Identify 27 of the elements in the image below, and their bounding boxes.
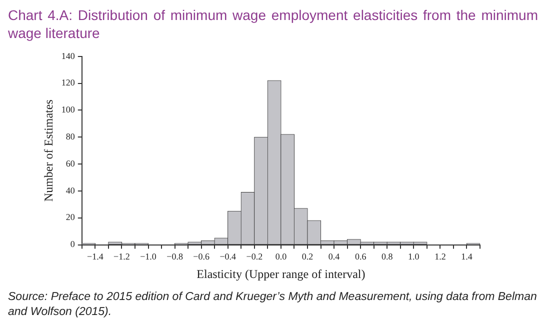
source-note: Source: Preface to 2015 edition of Card and Krueger’s Myth and Measurement, using data from Belman and Wolfson (2015).	[8, 290, 538, 320]
y-tick-label: 140	[61, 50, 76, 61]
y-tick-label: 120	[61, 78, 76, 88]
x-tick-label: −0.6	[193, 252, 210, 262]
x-tick-label: 0.0	[275, 252, 288, 262]
x-tick-label: −1.4	[87, 252, 104, 262]
x-tick-label: −0.2	[246, 252, 263, 262]
x-tick-label: −0.4	[220, 252, 237, 262]
x-tick-label: 0.4	[328, 252, 340, 262]
y-tick-label: 60	[66, 158, 76, 168]
x-tick-label: 1.2	[434, 252, 446, 262]
x-tick-label: −1.0	[140, 252, 157, 262]
y-tick-label: 0	[70, 239, 76, 250]
y-tick-label: 40	[66, 185, 76, 196]
y-tick-label: 20	[66, 212, 76, 222]
x-tick-label: −0.8	[166, 252, 184, 262]
x-tick-label: 0.2	[302, 252, 314, 262]
x-tick-label: 1.4	[461, 252, 473, 262]
chart-title: Chart 4.A: Distribution of minimum wage employment elasticities from the minimum wage literature	[8, 6, 538, 42]
y-tick-label: 100	[61, 104, 76, 115]
y-tick-label: 80	[66, 132, 76, 142]
x-tick-label: 0.8	[381, 252, 394, 262]
x-axis-title: Elasticity (Upper range of interval)	[196, 266, 366, 281]
x-tick-label: 1.0	[408, 252, 420, 262]
x-tick-label: −1.2	[114, 252, 130, 262]
x-tick-label: 0.6	[354, 252, 367, 262]
y-axis-title: Number of Estimates	[41, 99, 56, 202]
